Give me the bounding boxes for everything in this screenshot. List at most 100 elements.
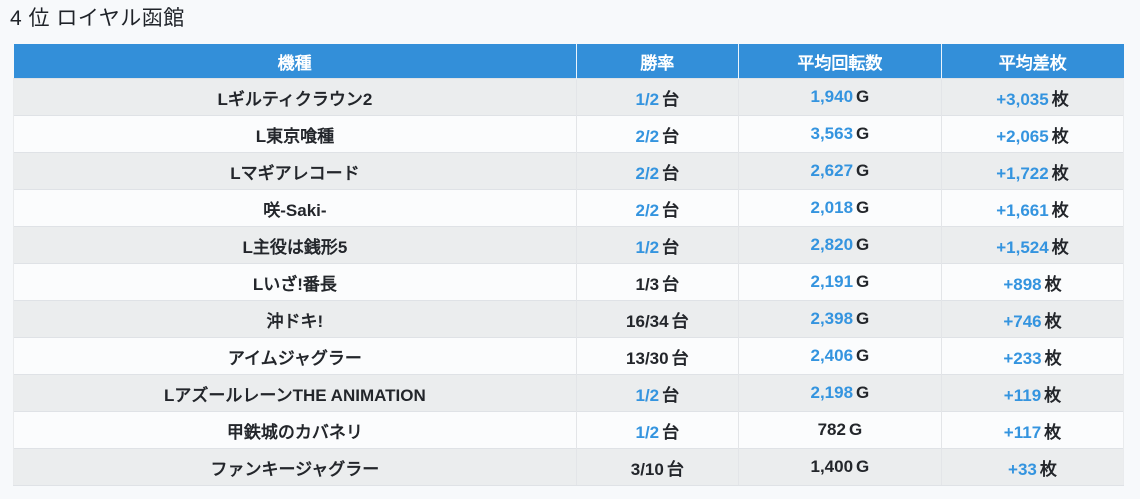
avg-diff-cell: +898 枚 — [940, 263, 1125, 301]
avg-spins-cell-value: 2,820 — [810, 235, 854, 254]
avg-spins-cell-value: 3,563 — [810, 124, 854, 143]
win-rate-cell: 1/2 台 — [575, 411, 739, 449]
win-rate-cell-unit: 台 — [662, 274, 680, 294]
avg-spins-cell: 2,398 G — [737, 300, 942, 338]
avg-spins-cell-unit: G — [856, 161, 870, 180]
avg-diff-cell: +1,722 枚 — [940, 152, 1125, 190]
avg-diff-cell-value: +746 — [1003, 311, 1042, 331]
avg-diff-cell-value: +2,065 — [996, 126, 1049, 146]
avg-diff-cell: +1,524 枚 — [940, 226, 1125, 264]
table-row: 甲鉄城のカバネリ 1/2 台 782 G +117 枚 — [13, 411, 1125, 449]
avg-diff-cell-value: +33 — [1008, 459, 1037, 479]
win-rate-cell-value: 3/10 — [630, 459, 664, 479]
avg-diff-cell-unit: 枚 — [1051, 89, 1069, 109]
avg-spins-cell-value: 1,400 — [810, 457, 854, 476]
avg-diff-cell: +746 枚 — [940, 300, 1125, 338]
avg-diff-cell-value: +119 — [1003, 385, 1042, 405]
avg-diff-cell-unit: 枚 — [1051, 237, 1069, 257]
avg-spins-cell-value: 2,191 — [810, 272, 854, 291]
win-rate-cell-unit: 台 — [671, 311, 689, 331]
avg-spins-cell: 2,018 G — [737, 189, 942, 227]
avg-diff-cell: +2,065 枚 — [940, 115, 1125, 153]
table-row: L主役は銭形5 1/2 台 2,820 G +1,524 枚 — [13, 226, 1125, 264]
avg-spins-cell-value: 2,018 — [810, 198, 854, 217]
table-body: Lギルティクラウン2 1/2 台 1,940 G +3,035 枚 L東京喰種 2/2 台 3,56… — [13, 78, 1125, 486]
avg-diff-cell-unit: 枚 — [1039, 459, 1057, 479]
avg-spins-cell: 2,627 G — [737, 152, 942, 190]
avg-diff-cell-unit: 枚 — [1044, 422, 1062, 442]
avg-spins-cell-unit: G — [856, 124, 870, 143]
avg-spins-cell: 1,940 G — [737, 78, 942, 116]
avg-spins-cell-unit: G — [856, 235, 870, 254]
avg-diff-cell-unit: 枚 — [1044, 274, 1062, 294]
table-row: LアズールレーンTHE ANIMATION 1/2 台 2,198 G +119 枚 — [13, 374, 1125, 412]
win-rate-cell: 1/2 台 — [575, 78, 739, 116]
win-rate-cell: 2/2 台 — [575, 152, 739, 190]
avg-diff-cell-value: +3,035 — [996, 89, 1049, 109]
avg-spins-cell: 3,563 G — [737, 115, 942, 153]
machine-name-cell: 甲鉄城のカバネリ — [13, 411, 577, 449]
avg-diff-cell-unit: 枚 — [1044, 311, 1062, 331]
win-rate-cell: 13/30 台 — [575, 337, 739, 375]
win-rate-cell-value: 13/30 — [626, 348, 669, 368]
win-rate-cell-unit: 台 — [666, 459, 684, 479]
avg-diff-cell-value: +117 — [1003, 422, 1042, 442]
win-rate-cell: 2/2 台 — [575, 189, 739, 227]
win-rate-cell-value: 2/2 — [635, 200, 660, 220]
avg-spins-cell-value: 2,406 — [810, 346, 854, 365]
avg-spins-cell-unit: G — [856, 346, 870, 365]
win-rate-cell: 3/10 台 — [575, 448, 739, 486]
machine-name-cell: 沖ドキ! — [13, 300, 577, 338]
machine-name-cell: 咲-Saki- — [13, 189, 577, 227]
win-rate-cell-unit: 台 — [662, 163, 680, 183]
avg-diff-cell-unit: 枚 — [1051, 163, 1069, 183]
table-row: Lギルティクラウン2 1/2 台 1,940 G +3,035 枚 — [13, 78, 1125, 116]
avg-spins-cell-value: 1,940 — [810, 87, 854, 106]
avg-diff-cell: +119 枚 — [940, 374, 1125, 412]
win-rate-cell-unit: 台 — [671, 348, 689, 368]
avg-diff-cell-unit: 枚 — [1044, 348, 1062, 368]
machine-ranking-table: 機種 勝率 平均回転数 平均差枚 Lギルティクラウン2 1/2 台 1,940 G +3,… — [13, 44, 1125, 486]
avg-spins-cell-value: 2,398 — [810, 309, 854, 328]
machine-name-cell: L主役は銭形5 — [13, 226, 577, 264]
win-rate-cell-unit: 台 — [662, 422, 680, 442]
page-title: 4 位 ロイヤル函館 — [10, 7, 185, 30]
avg-diff-cell: +33 枚 — [940, 448, 1125, 486]
win-rate-cell-unit: 台 — [662, 237, 680, 257]
avg-spins-cell: 2,406 G — [737, 337, 942, 375]
win-rate-cell: 1/3 台 — [575, 263, 739, 301]
win-rate-cell: 1/2 台 — [575, 226, 739, 264]
win-rate-cell-value: 1/2 — [635, 89, 660, 109]
column-header-machine: 機種 — [13, 44, 577, 79]
win-rate-cell: 16/34 台 — [575, 300, 739, 338]
avg-spins-cell-unit: G — [856, 383, 870, 402]
table-row: 沖ドキ! 16/34 台 2,398 G +746 枚 — [13, 300, 1125, 338]
avg-diff-cell-value: +1,722 — [996, 163, 1049, 183]
avg-spins-cell-value: 2,198 — [810, 383, 854, 402]
avg-diff-cell: +3,035 枚 — [940, 78, 1125, 116]
avg-diff-cell-unit: 枚 — [1044, 385, 1062, 405]
avg-spins-cell: 1,400 G — [737, 448, 942, 486]
table-header-row: 機種 勝率 平均回転数 平均差枚 — [13, 44, 1124, 79]
machine-name-cell: LアズールレーンTHE ANIMATION — [13, 374, 577, 412]
avg-diff-cell-value: +233 — [1003, 348, 1042, 368]
avg-spins-cell: 782 G — [737, 411, 942, 449]
win-rate-cell-value: 2/2 — [635, 163, 660, 183]
avg-diff-cell: +233 枚 — [940, 337, 1125, 375]
machine-name-cell: Lマギアレコード — [13, 152, 577, 190]
win-rate-cell-value: 2/2 — [635, 126, 660, 146]
win-rate-cell-value: 1/2 — [635, 422, 660, 442]
table-row: 咲-Saki- 2/2 台 2,018 G +1,661 枚 — [13, 189, 1125, 227]
avg-diff-cell-value: +1,524 — [996, 237, 1049, 257]
column-header-avg-diff: 平均差枚 — [940, 44, 1124, 79]
avg-diff-cell-unit: 枚 — [1051, 200, 1069, 220]
win-rate-cell: 1/2 台 — [575, 374, 739, 412]
table-row: アイムジャグラー 13/30 台 2,406 G +233 枚 — [13, 337, 1125, 375]
avg-spins-cell-value: 2,627 — [810, 161, 854, 180]
avg-spins-cell: 2,198 G — [737, 374, 942, 412]
avg-diff-cell: +1,661 枚 — [940, 189, 1125, 227]
win-rate-cell-unit: 台 — [662, 385, 680, 405]
avg-spins-cell-unit: G — [856, 272, 870, 291]
machine-name-cell: アイムジャグラー — [13, 337, 577, 375]
machine-name-cell: Lいざ!番長 — [13, 263, 577, 301]
